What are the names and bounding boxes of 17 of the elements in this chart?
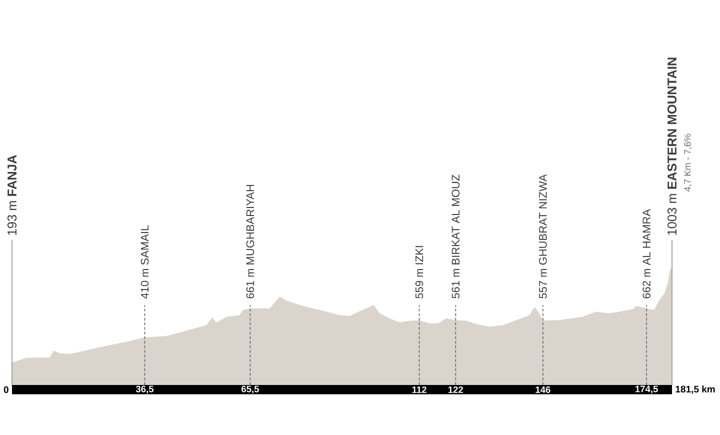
x-tick-label: 146	[536, 386, 550, 393]
annotation: 0	[4, 386, 8, 394]
x-tick-label: 65,5	[241, 386, 259, 394]
ref-line-label: 1003 m EASTERN MOUNTAIN	[667, 58, 677, 235]
x-tick-label: 174,5	[635, 386, 658, 394]
annotation: 181,5 km	[676, 386, 715, 394]
ref-line-label: 410 m SAMAIL	[140, 225, 149, 299]
x-tick-label: 36,5	[136, 386, 154, 394]
ref-line-label: 662 m AL HAMRA	[642, 209, 650, 298]
text: 4,7 Km - 7,6%	[684, 134, 692, 192]
ref-line-label: 559 m IZKI	[415, 246, 424, 298]
ref-line-label: 557 m GHUBRAT NIZWA	[539, 174, 547, 298]
ref-line-label: 661 m MUGHBARIYAH	[246, 185, 254, 298]
x-tick-label: 122	[448, 386, 464, 393]
ref-line-label: 193 m FANJA	[7, 155, 17, 235]
ref-line-label: 561 m BIRKAT AL MOUZ	[452, 174, 460, 298]
x-tick-label: 112	[412, 386, 426, 393]
